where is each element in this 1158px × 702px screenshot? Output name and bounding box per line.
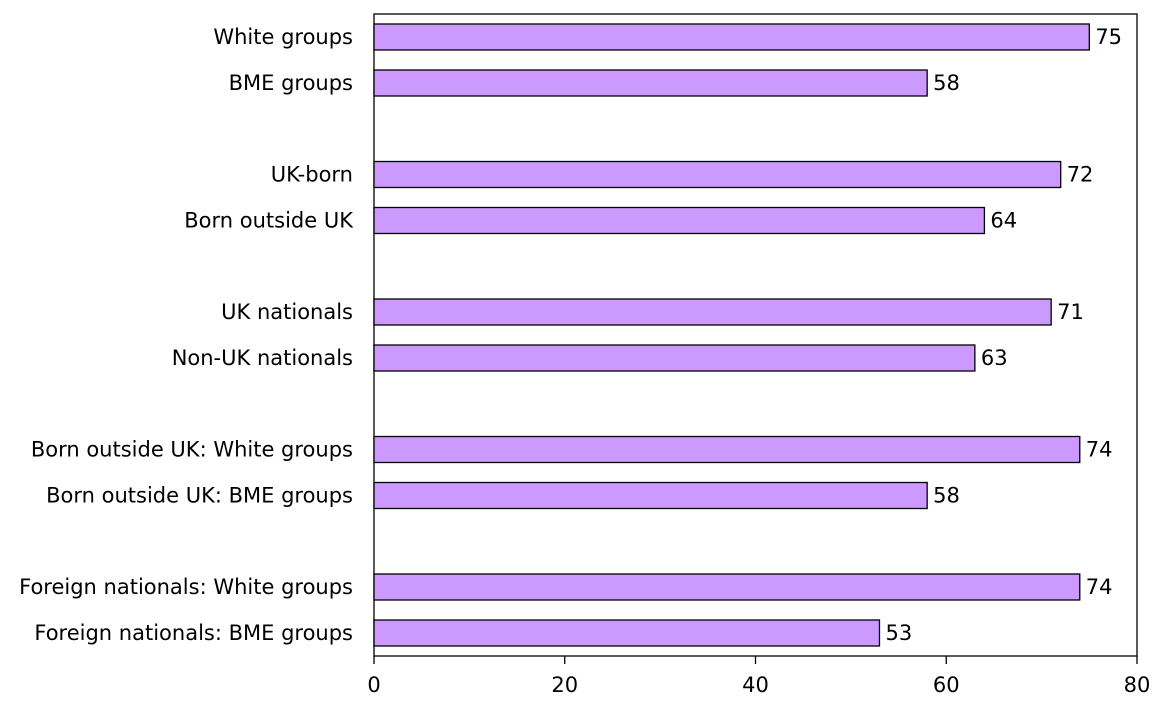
x-tick-label: 60 xyxy=(933,673,960,697)
value-label: 72 xyxy=(1067,163,1094,187)
bar xyxy=(373,481,928,510)
x-axis-ticks-group: 0 20 40 60 80 xyxy=(367,656,1150,697)
category-labels-group: White groups BME groups UK-born Born outsid… xyxy=(19,25,354,645)
bar xyxy=(373,573,1081,601)
value-label: 71 xyxy=(1057,300,1084,324)
x-tick-label: 80 xyxy=(1124,673,1151,697)
value-label: 64 xyxy=(990,209,1017,233)
x-tick-label: 40 xyxy=(742,673,769,697)
value-label: 58 xyxy=(933,484,960,508)
value-label: 75 xyxy=(1095,25,1122,49)
category-label: Foreign nationals: BME groups xyxy=(34,621,353,645)
bars-group xyxy=(373,23,1090,647)
value-labels-group: 75 58 72 64 71 63 74 58 74 53 xyxy=(885,25,1122,645)
bar xyxy=(373,344,976,372)
value-label: 58 xyxy=(933,71,960,95)
value-label: 74 xyxy=(1086,575,1113,599)
x-tick-label: 20 xyxy=(551,673,578,697)
value-label: 74 xyxy=(1086,438,1113,462)
bar xyxy=(373,619,881,647)
category-label: Born outside UK: BME groups xyxy=(46,484,353,508)
category-label: Foreign nationals: White groups xyxy=(19,575,353,599)
bar xyxy=(373,160,1062,189)
category-label: White groups xyxy=(213,25,353,49)
bar xyxy=(373,298,1052,326)
value-label: 53 xyxy=(885,621,912,645)
plot-frame xyxy=(373,13,1138,657)
category-label: Born outside UK: White groups xyxy=(31,438,353,462)
bar xyxy=(373,69,928,97)
category-label: BME groups xyxy=(229,71,353,95)
category-label: Non-UK nationals xyxy=(172,346,353,370)
category-label: UK nationals xyxy=(221,300,353,324)
bar xyxy=(373,23,1090,51)
bar xyxy=(373,206,986,235)
category-label: UK-born xyxy=(271,163,353,187)
bar xyxy=(373,435,1081,464)
category-label: Born outside UK xyxy=(184,209,354,233)
x-tick-label: 0 xyxy=(367,673,380,697)
value-label: 63 xyxy=(981,346,1008,370)
